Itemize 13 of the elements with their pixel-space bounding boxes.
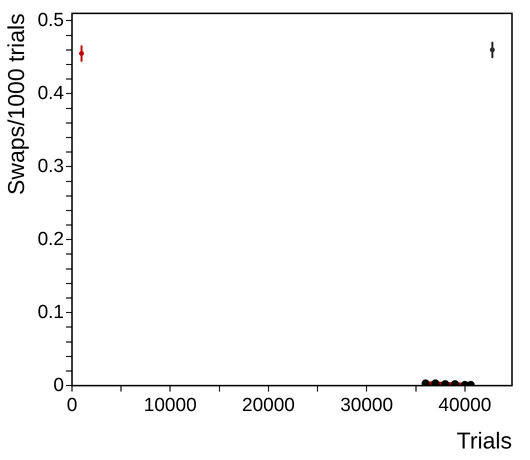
x-tick-label: 10000 [144, 395, 197, 416]
y-tick-label: 0.1 [38, 302, 64, 323]
x-tick-label: 40000 [438, 395, 492, 416]
y-tick-label: 0.5 [38, 10, 64, 31]
x-tick-label: 20000 [242, 395, 295, 416]
x-axis-title: Trials [456, 428, 512, 454]
y-tick-label: 0.3 [38, 156, 64, 177]
x-tick-label: 0 [66, 395, 78, 416]
x-tick-label: 30000 [340, 395, 394, 416]
y-axis-title: Swaps/1000 trials [3, 13, 30, 195]
y-tick-label: 0 [53, 374, 64, 396]
y-tick-label: 0.4 [38, 82, 64, 104]
y-tick-label: 0.2 [38, 228, 64, 250]
